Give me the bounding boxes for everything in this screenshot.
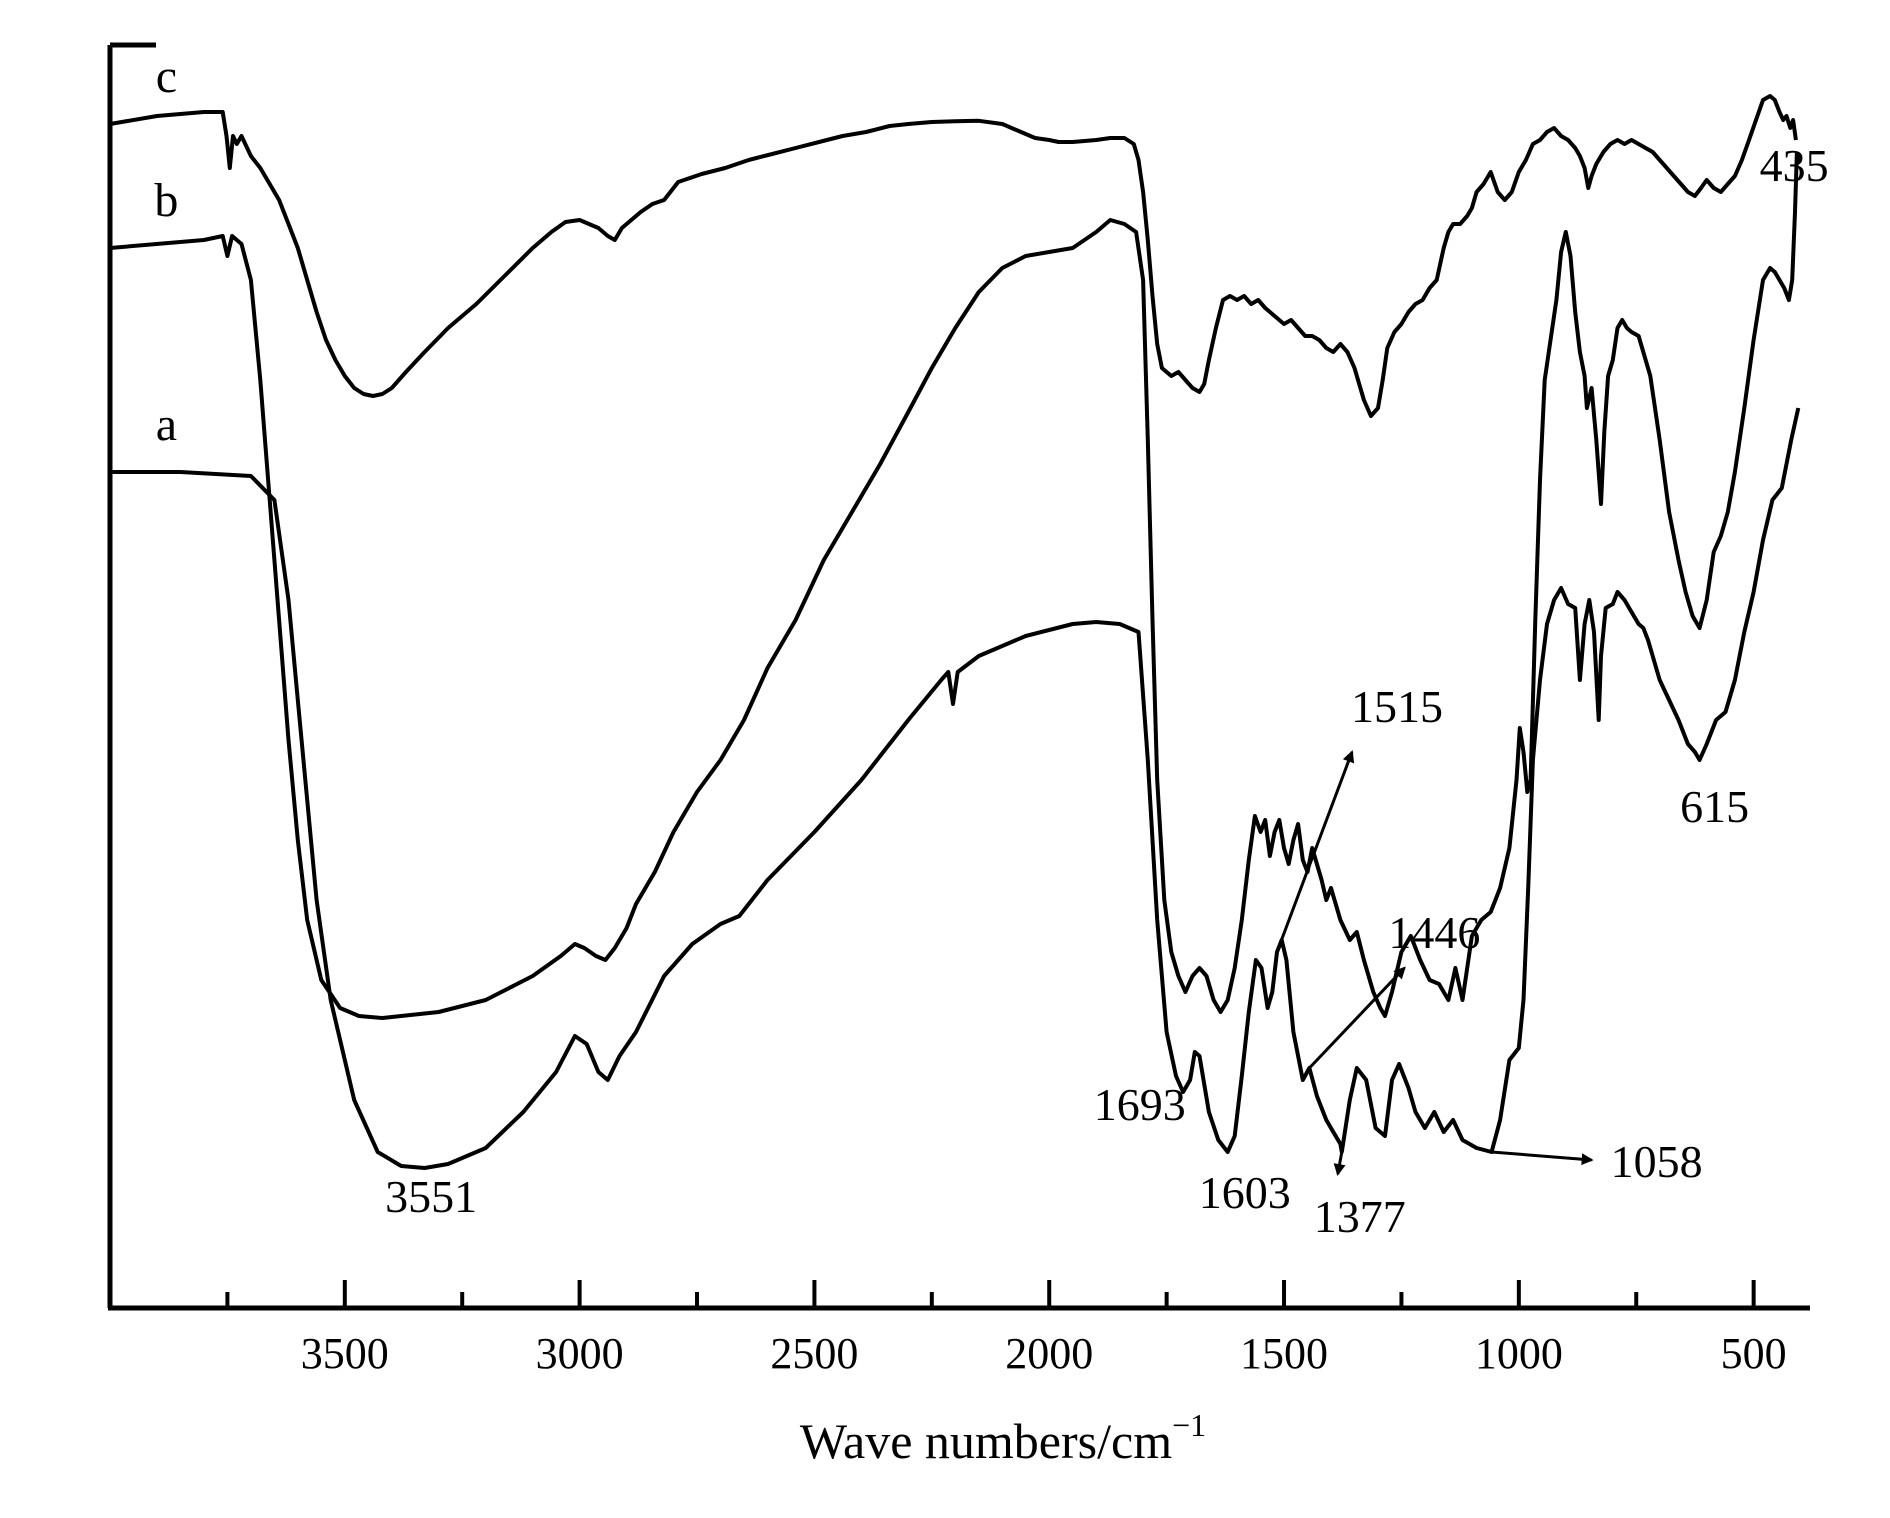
x-axis-label: Wave numbers/cm−1: [800, 1407, 1206, 1469]
peak-annotations: 3551 1693 1603 1515 1446 1377 1058 615 435: [385, 140, 1829, 1242]
curve-label-c: c: [156, 50, 177, 103]
annotation-1446: 1446: [1388, 907, 1480, 958]
x-tick-label: 3000: [536, 1329, 624, 1378]
annotation-1515: 1515: [1351, 681, 1443, 732]
annotation-arrow-1446: [1308, 966, 1406, 1070]
x-tick-label: 2000: [1005, 1329, 1093, 1378]
annotation-arrow-1377: [1333, 1151, 1346, 1176]
x-tick-label: 500: [1721, 1329, 1787, 1378]
annotation-3551: 3551: [385, 1171, 477, 1222]
x-tick-label: 2500: [770, 1329, 858, 1378]
annotation-615: 615: [1680, 781, 1749, 832]
series-b-line: [109, 151, 1799, 1020]
annotation-1058: 1058: [1611, 1136, 1703, 1187]
annotation-arrow-1515: [1275, 750, 1355, 953]
series-a-line: [110, 407, 1801, 1170]
annotation-435: 435: [1760, 140, 1829, 191]
x-tick-label: 1000: [1475, 1329, 1563, 1378]
x-tick-label: 3500: [301, 1329, 389, 1378]
x-tick-label: 1500: [1240, 1329, 1328, 1378]
x-axis-label-text: Wave numbers/cm: [800, 1413, 1172, 1469]
curve-label-b: b: [154, 174, 178, 227]
series-c-line: [109, 94, 1798, 418]
annotation-1603: 1603: [1199, 1167, 1291, 1218]
curve-label-a: a: [156, 398, 177, 451]
axes: 3500 3000 2500 2000 1500 1000 500: [107, 42, 1810, 1378]
annotation-arrow-1058: [1491, 1150, 1594, 1166]
series-group: [109, 94, 1801, 1170]
annotation-1693: 1693: [1094, 1079, 1186, 1130]
x-axis-label-superscript: −1: [1172, 1407, 1206, 1443]
annotation-1377: 1377: [1314, 1191, 1406, 1242]
curve-labels: a b c: [154, 50, 178, 451]
